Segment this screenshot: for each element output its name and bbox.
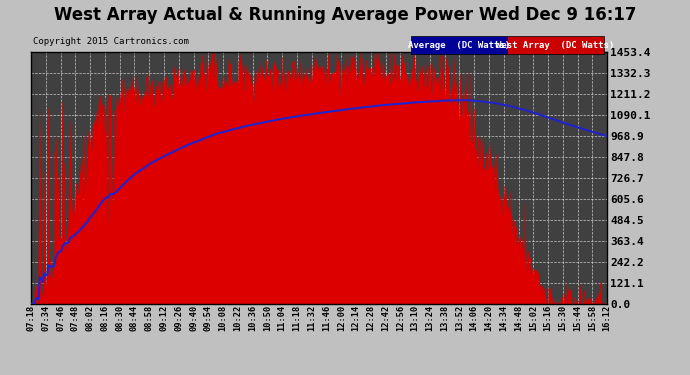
Text: West Array Actual & Running Average Power Wed Dec 9 16:17: West Array Actual & Running Average Powe… [54, 6, 636, 24]
Text: Average  (DC Watts): Average (DC Watts) [408, 40, 510, 50]
Text: West Array  (DC Watts): West Array (DC Watts) [496, 40, 615, 50]
Text: Copyright 2015 Cartronics.com: Copyright 2015 Cartronics.com [33, 38, 189, 46]
